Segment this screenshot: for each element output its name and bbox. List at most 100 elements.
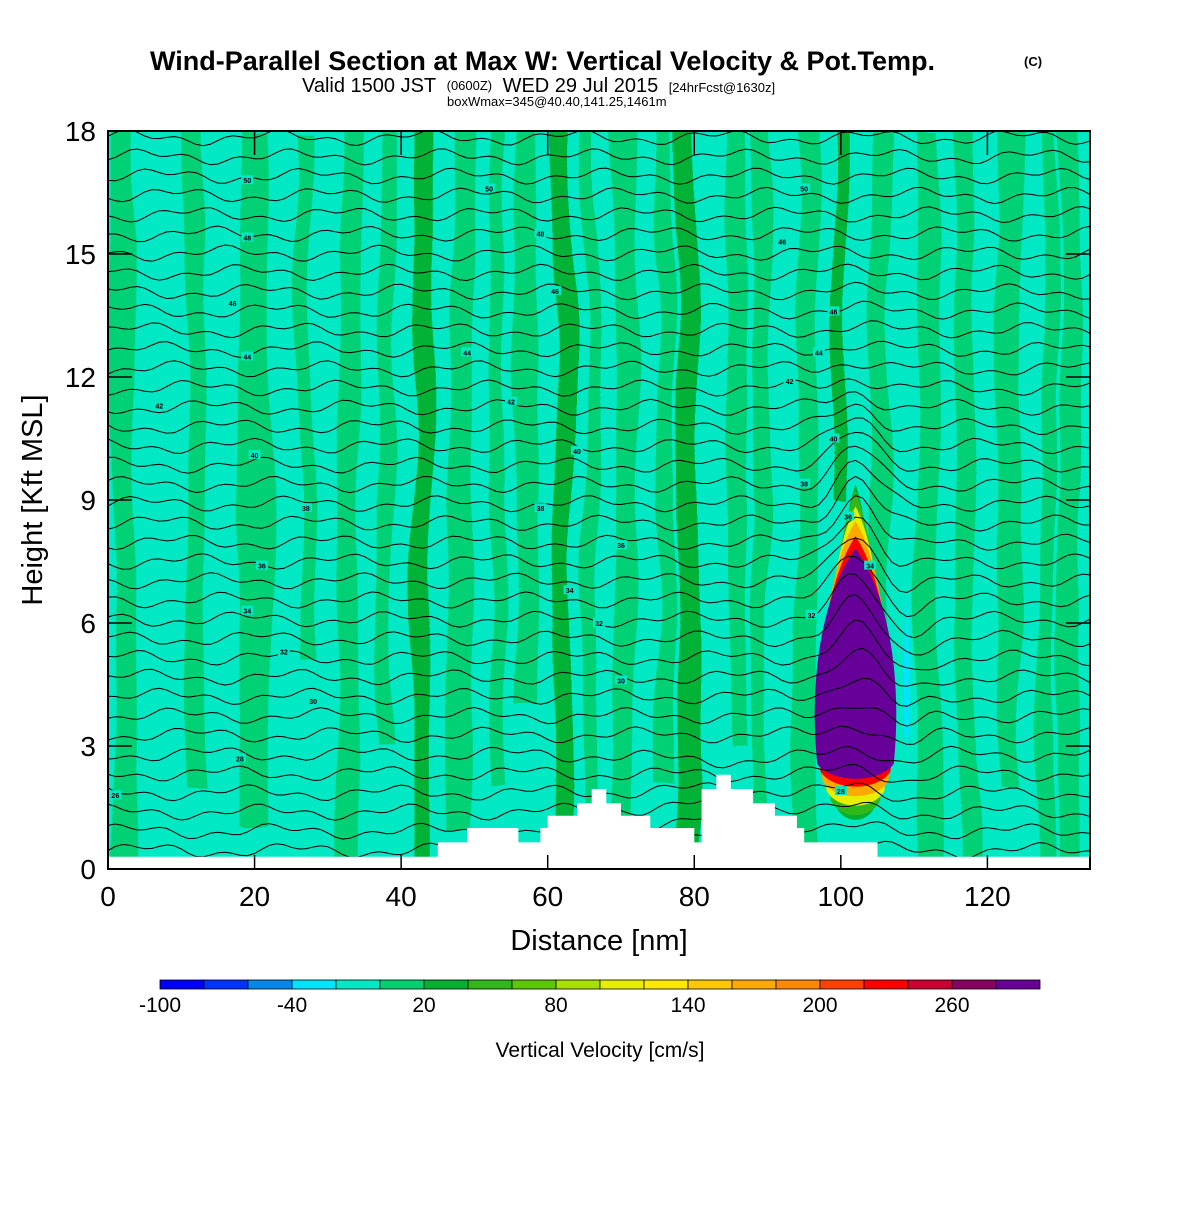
theta-labels: 50 50 50 48 48 46 46 46 46 44 44 44 42 42 42 40 40 40 38 38… bbox=[109, 175, 877, 800]
colorbar-title: Vertical Velocity [cm/s] bbox=[496, 1039, 705, 1062]
colorbar-swatch bbox=[511, 979, 557, 990]
colorbar-swatch bbox=[863, 979, 909, 990]
svg-text:34: 34 bbox=[243, 609, 251, 616]
y-tick-label: 18 bbox=[65, 116, 96, 147]
svg-text:38: 38 bbox=[800, 482, 808, 489]
svg-text:34: 34 bbox=[866, 564, 874, 571]
colorbar-swatch bbox=[379, 979, 425, 990]
theta-label: 48 bbox=[241, 232, 254, 243]
svg-text:44: 44 bbox=[463, 350, 471, 357]
svg-text:36: 36 bbox=[258, 564, 266, 571]
colorbar-tick-label: -100 bbox=[139, 994, 181, 1017]
weak-updraft-band bbox=[752, 131, 768, 869]
weak-updraft-band bbox=[239, 131, 270, 828]
isentrope-line bbox=[108, 475, 1090, 532]
plot-area: 50 50 50 48 48 46 46 46 46 44 44 44 42 42 42 40 40 40 38 38… bbox=[108, 131, 1090, 869]
theta-label: 28 bbox=[834, 786, 847, 796]
weak-updraft-band bbox=[675, 131, 698, 869]
chart-subtitle: Valid 1500 JST (0600Z) WED 29 Jul 2015 [… bbox=[302, 75, 775, 97]
y-tick-label: 6 bbox=[80, 608, 96, 639]
weak-updraft-band bbox=[298, 131, 314, 664]
x-axis-label: Distance [nm] bbox=[510, 925, 687, 957]
colorbar-tick-label: 260 bbox=[934, 994, 969, 1017]
theta-label: 48 bbox=[534, 228, 547, 239]
colorbar-swatch bbox=[687, 979, 733, 990]
isentrope-line bbox=[108, 555, 1090, 618]
theta-label: 32 bbox=[277, 646, 290, 657]
weak-updraft-band bbox=[338, 131, 361, 869]
isentrope-line bbox=[108, 417, 1090, 455]
weak-updraft-band bbox=[379, 131, 394, 746]
forecast-info: [24hrFcst@1630z] bbox=[669, 80, 775, 95]
svg-text:46: 46 bbox=[778, 240, 786, 247]
colorbar-swatch bbox=[423, 979, 469, 990]
colorbar-tick-label: 80 bbox=[544, 994, 567, 1017]
valid-time: Valid 1500 JST bbox=[302, 75, 436, 97]
weak-updraft-band bbox=[617, 131, 640, 869]
weak-updraft-band bbox=[729, 131, 748, 746]
theta-label: 44 bbox=[812, 347, 825, 357]
isentrope-line bbox=[108, 263, 1090, 282]
colorbar-swatch bbox=[247, 979, 293, 990]
svg-text:30: 30 bbox=[309, 699, 317, 706]
theta-label: 50 bbox=[241, 175, 254, 185]
isentrope-line bbox=[108, 320, 1090, 339]
weak-updraft-band bbox=[514, 131, 537, 705]
svg-text:50: 50 bbox=[485, 186, 493, 193]
theta-label: 42 bbox=[505, 396, 518, 407]
colorbar-swatch bbox=[555, 979, 601, 990]
isentrope-line bbox=[108, 431, 1090, 474]
x-tick-label: 60 bbox=[532, 881, 563, 912]
colorbar-swatch bbox=[731, 979, 777, 990]
svg-text:30: 30 bbox=[617, 678, 625, 685]
theta-label: 30 bbox=[307, 695, 320, 706]
colorbar-tick-label: 20 bbox=[412, 994, 435, 1017]
x-tick-label: 20 bbox=[239, 881, 270, 912]
colorbar-swatch bbox=[951, 979, 997, 990]
weak-updraft-band bbox=[186, 131, 206, 787]
colorbar-swatch bbox=[291, 979, 337, 990]
weak-updraft-band bbox=[998, 131, 1021, 787]
isentrope-line bbox=[108, 594, 1090, 656]
theta-label: 50 bbox=[483, 183, 496, 193]
x-tick-label: 120 bbox=[964, 881, 1011, 912]
isentrope-line bbox=[108, 459, 1090, 513]
y-tick-label: 12 bbox=[65, 362, 96, 393]
theta-label: 40 bbox=[827, 433, 840, 444]
isentrope-line bbox=[108, 391, 1090, 416]
theta-label: 28 bbox=[233, 753, 246, 763]
svg-text:40: 40 bbox=[251, 453, 259, 460]
weak-updraft-band bbox=[584, 131, 599, 869]
theta-label: 36 bbox=[842, 511, 855, 521]
isentrope-line bbox=[108, 537, 1090, 594]
weak-updraft-band bbox=[956, 131, 975, 869]
colorbar-swatch bbox=[467, 979, 513, 990]
isentrope-line bbox=[108, 378, 1090, 397]
x-tick-label: 100 bbox=[817, 881, 864, 912]
theta-label: 38 bbox=[534, 503, 547, 513]
theta-label: 42 bbox=[153, 400, 166, 411]
theta-label: 46 bbox=[226, 298, 239, 308]
colorbar: -100 -40 20 80 140 200 260 bbox=[139, 979, 1041, 1017]
svg-text:46: 46 bbox=[229, 301, 237, 308]
theta-label: 38 bbox=[299, 503, 312, 513]
svg-text:32: 32 bbox=[808, 613, 816, 620]
theta-label: 46 bbox=[549, 285, 562, 296]
theta-label: 50 bbox=[798, 183, 811, 193]
terrain bbox=[108, 774, 1090, 869]
isentrope-line bbox=[108, 647, 1090, 687]
colorbar-swatch bbox=[599, 979, 645, 990]
theta-label: 34 bbox=[241, 605, 254, 616]
svg-text:50: 50 bbox=[243, 178, 251, 185]
svg-text:44: 44 bbox=[815, 350, 823, 357]
isentrope-line bbox=[108, 360, 1090, 378]
updraft-core bbox=[814, 484, 897, 820]
y-tick-label: 15 bbox=[65, 239, 96, 270]
boxwmax-info: boxWmax=345@40.40,141.25,1461m bbox=[447, 94, 667, 109]
svg-text:36: 36 bbox=[844, 514, 852, 521]
weak-updraft-band bbox=[793, 131, 816, 869]
x-tick-label: 80 bbox=[679, 881, 710, 912]
isentrope-line bbox=[108, 167, 1090, 185]
